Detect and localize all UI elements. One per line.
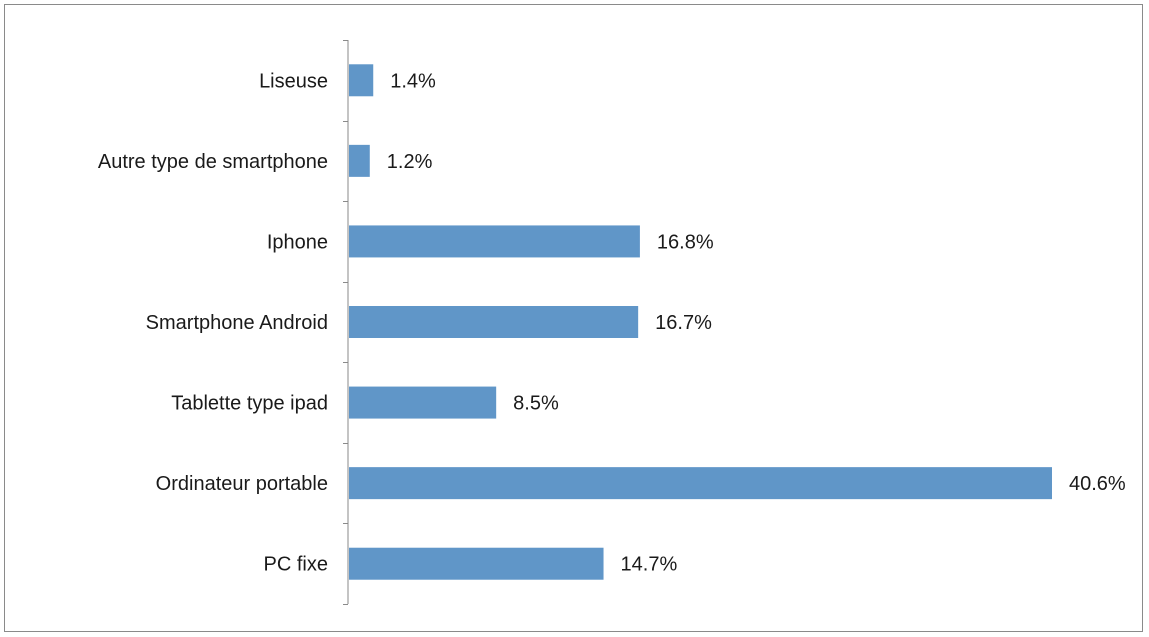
- data-label: 1.4%: [390, 70, 436, 92]
- bar: [349, 386, 497, 419]
- data-label: 40.6%: [1069, 473, 1126, 495]
- value-labels-group: 1.4% 1.2% 16.8% 16.7% 8.5% 40.6% 14.7%: [387, 70, 1126, 575]
- bar: [349, 306, 639, 338]
- category-labels-group: Liseuse Autre type de smartphone Iphone Sma…: [98, 70, 328, 575]
- bar: [349, 64, 374, 97]
- bar: [349, 144, 370, 177]
- data-label: 8.5%: [513, 393, 559, 415]
- data-label: 14.7%: [621, 554, 678, 576]
- category-label: Ordinateur portable: [156, 473, 328, 495]
- category-label: Iphone: [267, 231, 328, 253]
- data-label: 1.2%: [387, 151, 433, 173]
- bar: [349, 467, 1052, 500]
- category-label: Tablette type ipad: [171, 393, 328, 415]
- data-label: 16.8%: [657, 231, 714, 253]
- bars-group: [349, 64, 1052, 580]
- category-label: Autre type de smartphone: [98, 151, 328, 173]
- bar: [349, 547, 604, 580]
- category-axis: [343, 40, 349, 605]
- category-label: PC fixe: [264, 554, 328, 576]
- bar: [349, 225, 640, 258]
- category-label: Smartphone Android: [146, 312, 328, 334]
- category-label: Liseuse: [259, 70, 328, 92]
- data-label: 16.7%: [655, 312, 712, 334]
